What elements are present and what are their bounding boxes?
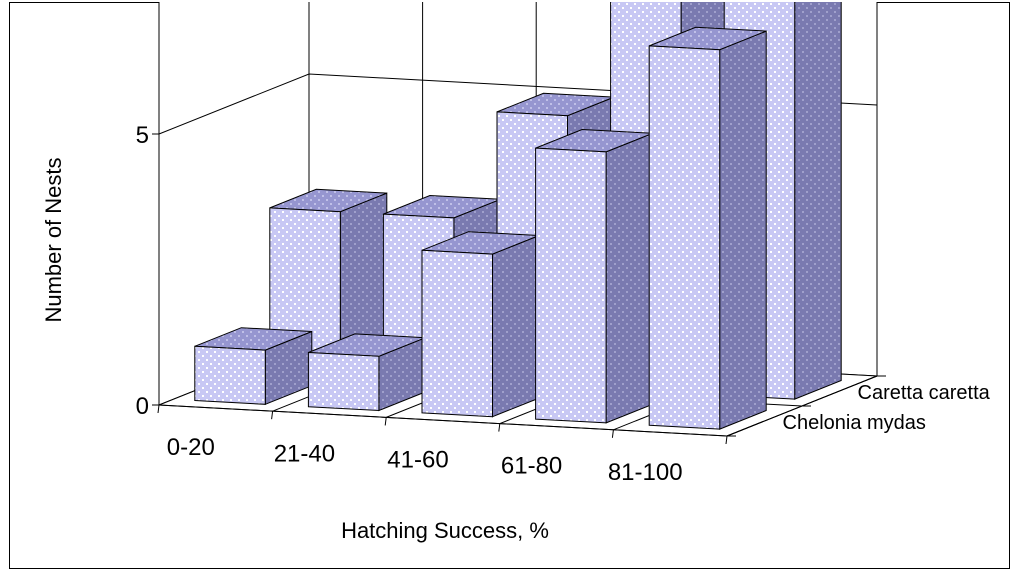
bar-front [194,345,266,405]
x-tick [611,429,614,438]
axes: 05101520250-2021-4041-6061-8081-100Chelo… [136,2,991,486]
bar [194,327,313,406]
bar-front [535,147,607,424]
x-tick-label: 21-40 [274,440,335,467]
bar-side [794,2,842,400]
bar [421,231,540,418]
x-tick-label: 0-20 [167,434,215,461]
x-tick [157,404,160,414]
bar [648,26,767,430]
x-tick-label: 41-60 [387,447,448,474]
y-axis-label: Number of Nests [41,157,66,322]
x-tick [384,417,387,426]
bar [307,333,426,412]
x-tick-label: 81-100 [608,459,683,486]
chart-svg: 05101520250-2021-4041-6061-8081-100Chelo… [9,2,1010,569]
x-axis-label: Hatching Success, % [341,518,549,543]
y-tick-label: 5 [136,122,149,149]
chart-frame: 05101520250-2021-4041-6061-8081-100Chelo… [9,2,1011,570]
x-tick [725,435,728,445]
bars [194,2,842,430]
bar-front [648,45,721,430]
axis-labels: Hatching Success, % Number of Nests [41,157,549,543]
bar-front [307,351,380,412]
bar-side [492,234,540,418]
series-label: Caretta caretta [858,382,991,404]
bar-side [719,30,767,430]
bar [535,128,654,424]
x-tick [498,423,501,432]
series-label: Chelonia mydas [783,412,926,434]
x-tick [271,411,274,420]
bar-side [605,132,654,424]
x-axis-line [158,404,728,437]
x-tick-label: 61-80 [501,453,562,480]
y-tick-label: 0 [136,393,149,420]
bar-front [421,249,493,418]
